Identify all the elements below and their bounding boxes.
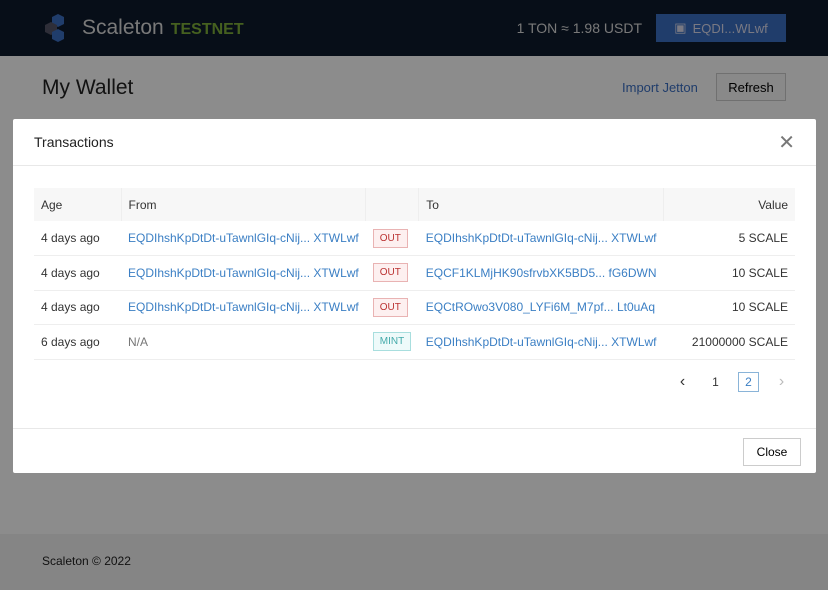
from-address[interactable]: EQDIhshKpDtDt-uTawnlGIq-cNij... XTWLwf — [128, 231, 359, 245]
pagination: ‹ 1 2 › — [672, 372, 792, 392]
close-button[interactable]: Close — [743, 438, 801, 466]
wallet-button[interactable]: ▣ EQDI...WLwf — [656, 14, 786, 42]
page-1[interactable]: 1 — [712, 375, 719, 389]
column-value: Value — [663, 188, 795, 221]
value: 10 SCALE — [663, 290, 795, 325]
transactions-table: Age From To Value 4 days ago EQDIhshKpDt… — [34, 188, 795, 360]
age: 4 days ago — [34, 221, 121, 256]
modal-title: Transactions — [34, 134, 114, 150]
top-bar: Scaleton TESTNET 1 TON ≈ 1.98 USDT ▣ EQDI… — [0, 0, 828, 56]
wallet-address: EQDI...WLwf — [692, 20, 768, 36]
scaleton-logo-icon — [45, 14, 64, 42]
to-address[interactable]: EQCtROwo3V080_LYFi6M_M7pf... Lt0uAq — [425, 300, 655, 315]
type-badge: OUT — [372, 297, 408, 317]
refresh-button[interactable]: Refresh — [716, 73, 786, 101]
transactions-modal: Transactions ✕ Age From To Value 4 days a… — [13, 119, 816, 473]
network-label: TESTNET — [170, 20, 244, 38]
from-address[interactable]: EQDIhshKpDtDt-uTawnlGIq-cNij... XTWLwf — [128, 300, 359, 315]
type-badge: OUT — [372, 263, 408, 283]
table-row: 4 days ago EQDIhshKpDtDt-uTawnlGIq-cNij.… — [34, 255, 795, 291]
next-page-button[interactable]: › — [778, 373, 785, 390]
table-row: 4 days ago EQDIhshKpDtDt-uTawnlGIq-cNij.… — [34, 221, 795, 256]
column-from: From — [120, 188, 366, 221]
to-address[interactable]: EQCF1KLMjHK90sfrvbXK5BD5... fG6DWN — [425, 265, 657, 280]
type-badge: OUT — [372, 228, 408, 248]
import-jetton-link[interactable]: Import Jetton — [622, 80, 698, 95]
type-badge: MINT — [372, 332, 412, 352]
age: 4 days ago — [34, 255, 121, 291]
page-2[interactable]: 2 — [738, 372, 759, 392]
column-to: To — [418, 188, 664, 221]
table-row: 4 days ago EQDIhshKpDtDt-uTawnlGIq-cNij.… — [34, 290, 795, 325]
brand-name: Scaleton — [82, 16, 164, 39]
value: 21000000 SCALE — [663, 324, 795, 360]
column-type — [365, 188, 419, 221]
value: 10 SCALE — [663, 255, 795, 291]
exchange-rate: 1 TON ≈ 1.98 USDT — [516, 20, 642, 36]
age: 4 days ago — [34, 290, 121, 325]
table-row: 6 days ago N/A MINT EQDIhshKpDtDt-uTawnl… — [34, 324, 795, 360]
value: 5 SCALE — [663, 221, 795, 256]
from-address[interactable]: EQDIhshKpDtDt-uTawnlGIq-cNij... XTWLwf — [128, 265, 359, 280]
to-address[interactable]: EQDIhshKpDtDt-uTawnlGIq-cNij... XTWLwf — [425, 334, 657, 349]
prev-page-button[interactable]: ‹ — [679, 373, 686, 390]
column-age: Age — [34, 188, 121, 221]
footer: Scaleton © 2022 — [0, 534, 828, 590]
close-icon[interactable]: ✕ — [778, 131, 795, 154]
from-address: N/A — [128, 334, 149, 349]
age: 6 days ago — [34, 324, 121, 360]
page-title: My Wallet — [42, 76, 134, 99]
to-address[interactable]: EQDIhshKpDtDt-uTawnlGIq-cNij... XTWLwf — [425, 231, 657, 245]
wallet-icon: ▣ — [674, 20, 687, 35]
